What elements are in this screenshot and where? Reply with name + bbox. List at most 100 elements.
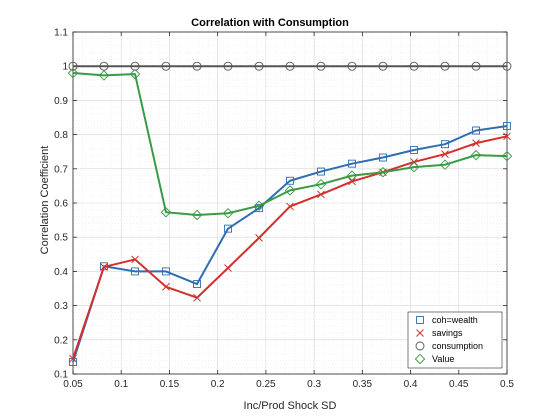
- data-point-value: [346, 170, 358, 181]
- data-point-coh-wealth: [286, 176, 294, 185]
- y-tick-label: 0.8: [54, 130, 68, 141]
- x-axis-label: Inc/Prod Shock SD: [244, 400, 337, 412]
- data-point-savings: [317, 190, 325, 199]
- x-tick-label: 0.05: [63, 379, 83, 390]
- x-tick-label: 0.45: [449, 379, 469, 390]
- x-tick-label: 0.1: [114, 379, 128, 390]
- data-point-savings: [193, 293, 201, 302]
- data-point-coh-wealth: [379, 153, 387, 162]
- data-point-coh-wealth: [441, 140, 449, 149]
- legend: coh=wealth savings consumption Value: [407, 311, 503, 369]
- data-point-value: [501, 150, 513, 162]
- legend-item-value: Value: [414, 353, 454, 365]
- y-tick-label: 1: [62, 62, 68, 73]
- legend-marker-savings: [416, 329, 424, 337]
- data-point-coh-wealth: [503, 122, 511, 131]
- data-point-value: [129, 68, 141, 80]
- data-point-value: [315, 178, 327, 190]
- legend-label: Value: [432, 354, 454, 364]
- data-point-consumption: [161, 61, 171, 71]
- data-point-coh-wealth: [224, 224, 232, 233]
- data-point-coh-wealth: [472, 126, 480, 135]
- series-layer: [67, 61, 513, 366]
- data-point-savings: [286, 202, 294, 211]
- legend-label: savings: [432, 328, 463, 338]
- x-tick-label: 0.3: [307, 379, 321, 390]
- legend-marker-consumption: [415, 341, 425, 351]
- data-point-savings: [100, 263, 108, 271]
- data-point-consumption: [347, 61, 357, 71]
- series-value: [67, 67, 513, 221]
- series-savings: [69, 132, 511, 363]
- data-point-consumption: [285, 61, 295, 71]
- legend-label: coh=wealth: [432, 315, 478, 325]
- data-point-coh-wealth: [348, 159, 356, 168]
- x-tick-label: 0.2: [211, 379, 225, 390]
- data-point-savings: [224, 264, 232, 272]
- data-point-value: [377, 166, 389, 178]
- data-point-consumption: [316, 61, 326, 71]
- data-point-savings: [69, 354, 77, 363]
- series-line-value: [72, 72, 508, 216]
- y-tick-label: 0.1: [54, 370, 68, 381]
- legend-marker-value: [414, 353, 426, 365]
- data-point-value: [284, 185, 296, 196]
- data-point-consumption: [471, 61, 481, 71]
- data-point-savings: [472, 139, 480, 148]
- data-point-value: [253, 200, 265, 211]
- data-point-consumption: [502, 61, 512, 71]
- data-point-value: [67, 67, 79, 79]
- x-tick-label: 0.5: [500, 379, 514, 390]
- x-tick-label: 0.35: [353, 379, 373, 390]
- y-tick-label: 1.1: [54, 28, 68, 39]
- series-consumption: [68, 61, 512, 71]
- y-tick-label: 0.3: [54, 301, 68, 312]
- data-point-savings: [255, 234, 263, 242]
- legend-item-coh-wealth: coh=wealth: [416, 315, 478, 325]
- data-point-consumption: [192, 61, 202, 71]
- chart-title: Correlation with Consumption: [191, 17, 349, 29]
- data-point-savings: [131, 255, 139, 264]
- data-point-coh-wealth: [131, 267, 139, 276]
- x-tick-label: 0.15: [160, 379, 180, 390]
- legend-marker-coh-wealth: [416, 316, 424, 324]
- y-tick-label: 0.6: [54, 199, 68, 210]
- data-point-coh-wealth: [162, 267, 170, 276]
- data-point-consumption: [378, 61, 388, 71]
- x-tick-label: 0.4: [404, 379, 418, 390]
- data-point-coh-wealth: [193, 280, 201, 289]
- data-point-savings: [441, 150, 449, 158]
- data-point-consumption: [68, 61, 78, 71]
- y-tick-label: 0.2: [54, 335, 68, 346]
- y-tick-label: 0.7: [54, 164, 68, 175]
- data-point-consumption: [223, 61, 233, 71]
- data-point-value: [470, 149, 482, 161]
- data-point-consumption: [409, 61, 419, 71]
- data-point-savings: [348, 177, 356, 186]
- data-point-value: [222, 208, 234, 219]
- data-point-coh-wealth: [317, 167, 325, 176]
- data-point-value: [191, 209, 203, 221]
- data-point-savings: [162, 282, 170, 291]
- data-point-consumption: [254, 61, 264, 71]
- y-axis-label: Correlation Coefficient: [39, 146, 51, 255]
- series-line-coh-wealth: [72, 125, 508, 363]
- y-axis: 0.1 0.2 0.3 0.4 0.5 0.6 0.7 0.8 0.9 1 1.1: [54, 28, 507, 381]
- data-point-value: [98, 70, 110, 81]
- data-point-value: [439, 159, 451, 170]
- y-tick-label: 0.4: [54, 267, 68, 278]
- x-tick-label: 0.25: [256, 379, 276, 390]
- y-tick-label: 0.5: [54, 233, 68, 244]
- data-point-savings: [503, 132, 511, 141]
- legend-item-consumption: consumption: [415, 341, 483, 351]
- x-axis: 0.05 0.1 0.15 0.2 0.25 0.3 0.35 0.4 0.45 0.5: [63, 32, 514, 390]
- data-point-consumption: [130, 61, 140, 71]
- y-tick-label: 0.9: [54, 96, 68, 107]
- data-point-coh-wealth: [410, 146, 418, 154]
- legend-label: consumption: [432, 341, 483, 351]
- data-point-consumption: [440, 61, 450, 71]
- legend-item-savings: savings: [416, 328, 463, 338]
- data-point-value: [160, 206, 172, 218]
- data-point-value: [408, 161, 420, 173]
